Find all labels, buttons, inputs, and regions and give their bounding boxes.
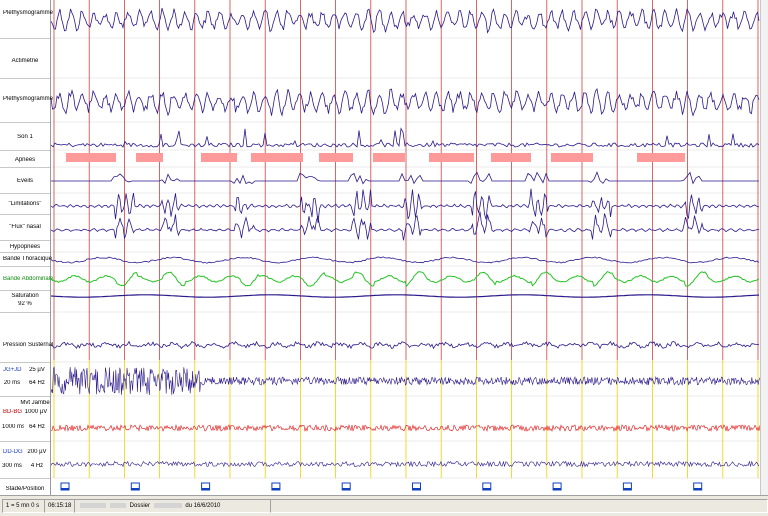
arousal-trace [51, 171, 759, 185]
vertical-scrollbar[interactable] [760, 0, 768, 495]
channel-label-limitations[interactable]: "Limitations" [8, 201, 42, 207]
nasal-flow-trace [51, 211, 760, 241]
stage-marker-fill [201, 488, 210, 490]
limitations-trace [51, 188, 760, 223]
saturation-value: 92 % [18, 301, 32, 307]
apnea-event-bar [251, 153, 303, 162]
stage-marker-fill [553, 488, 562, 490]
channel-label-son[interactable]: Son 1 [17, 134, 33, 140]
apnea-event-bar [551, 153, 593, 162]
clock-field: 06:15:18 [44, 499, 76, 513]
bd-freq[interactable]: 64 Hz [29, 424, 45, 430]
redacted-name [80, 502, 106, 508]
jg-freq[interactable]: 64 Hz [29, 380, 45, 386]
channel-label-saturation[interactable]: Saturation [11, 293, 39, 299]
redacted-dossier [153, 502, 182, 508]
dossier-label: Dossier [129, 503, 151, 509]
channel-label-abdomen[interactable]: Bande Abdominale [3, 276, 53, 282]
channel-label-stade-position[interactable]: Stade/Position [5, 486, 45, 492]
pleth-trace-2 [51, 88, 760, 117]
stage-marker-fill [623, 488, 632, 490]
channel-label-apnees[interactable]: Apnées [14, 157, 36, 163]
channel-label-eveils[interactable]: Éveils [16, 178, 33, 184]
time-scale-field[interactable]: 1 = 5 mn 0 s [2, 499, 46, 513]
stage-marker-fill [131, 488, 140, 490]
apnea-event-bar [319, 153, 353, 162]
stage-marker-fill [482, 488, 491, 490]
dd-freq[interactable]: 4 Hz [30, 463, 44, 469]
stage-marker-fill [693, 488, 702, 490]
sound-trace [51, 127, 760, 148]
channel-label-mvt-jambe[interactable]: Mvt Jambe [20, 400, 50, 406]
apnea-event-bar [66, 153, 116, 162]
emg-trace [51, 365, 760, 396]
jg-scale[interactable]: 25 µV [29, 367, 45, 373]
status-message-field [270, 499, 768, 513]
abdomen-trace [51, 270, 760, 288]
pleth-trace-1 [51, 7, 760, 34]
saturation-trace [51, 294, 760, 298]
dd-time[interactable]: 300 ms [2, 463, 22, 469]
signal-plot-area[interactable] [51, 0, 760, 495]
channel-label-panel: Pléthysmogramme Actimétrie Pléthysmogram… [0, 0, 53, 495]
channel-label-jg-jd[interactable]: JG+JD [3, 367, 22, 373]
bd-scale[interactable]: 1000 µV [24, 409, 48, 415]
stage-marker-fill [61, 488, 69, 490]
stage-marker-fill [271, 488, 280, 490]
jg-time[interactable]: 20 ms [3, 380, 21, 386]
channel-label-flux-nasal[interactable]: "Flux" nasal [9, 224, 41, 230]
apnea-event-bar [136, 153, 163, 162]
redacted-name-2 [110, 502, 126, 508]
stage-marker-fill [342, 488, 351, 490]
dd-scale[interactable]: 200 µV [27, 449, 47, 455]
record-date: du 16/6/2010 [185, 503, 221, 509]
channel-label-pression[interactable]: Pression Susternale [3, 342, 53, 348]
apnea-event-bar [637, 153, 685, 162]
bd-time[interactable]: 1000 ms [2, 424, 24, 430]
channel-label-bd-bg[interactable]: BD-BG [3, 409, 23, 415]
channel-label-dd-dg[interactable]: DD-DG [3, 449, 23, 455]
channel-label-hypopnees[interactable]: Hypopnées [9, 244, 41, 250]
thorax-trace [51, 256, 760, 264]
ecg-trace [51, 423, 760, 433]
patient-info-field: Dossier du 16/6/2010 [74, 499, 272, 513]
apnea-event-bar [491, 153, 531, 162]
stage-marker-fill [412, 488, 421, 490]
channel-label-pleth-1[interactable]: Pléthysmogramme [3, 10, 53, 16]
channel-label-actimetrie[interactable]: Actimétrie [11, 58, 39, 64]
apnea-event-bar [373, 153, 405, 162]
legs-trace [51, 460, 760, 468]
apnea-event-bar [429, 153, 474, 162]
channel-label-pleth-2[interactable]: Pléthysmogramme [3, 96, 53, 102]
pressure-trace [51, 340, 760, 350]
status-bar: 1 = 5 mn 0 s 06:15:18 Dossier du 16/6/20… [0, 495, 768, 516]
channel-label-thorax[interactable]: Bande Thoracique [3, 256, 52, 262]
apnea-event-bar [201, 153, 237, 162]
